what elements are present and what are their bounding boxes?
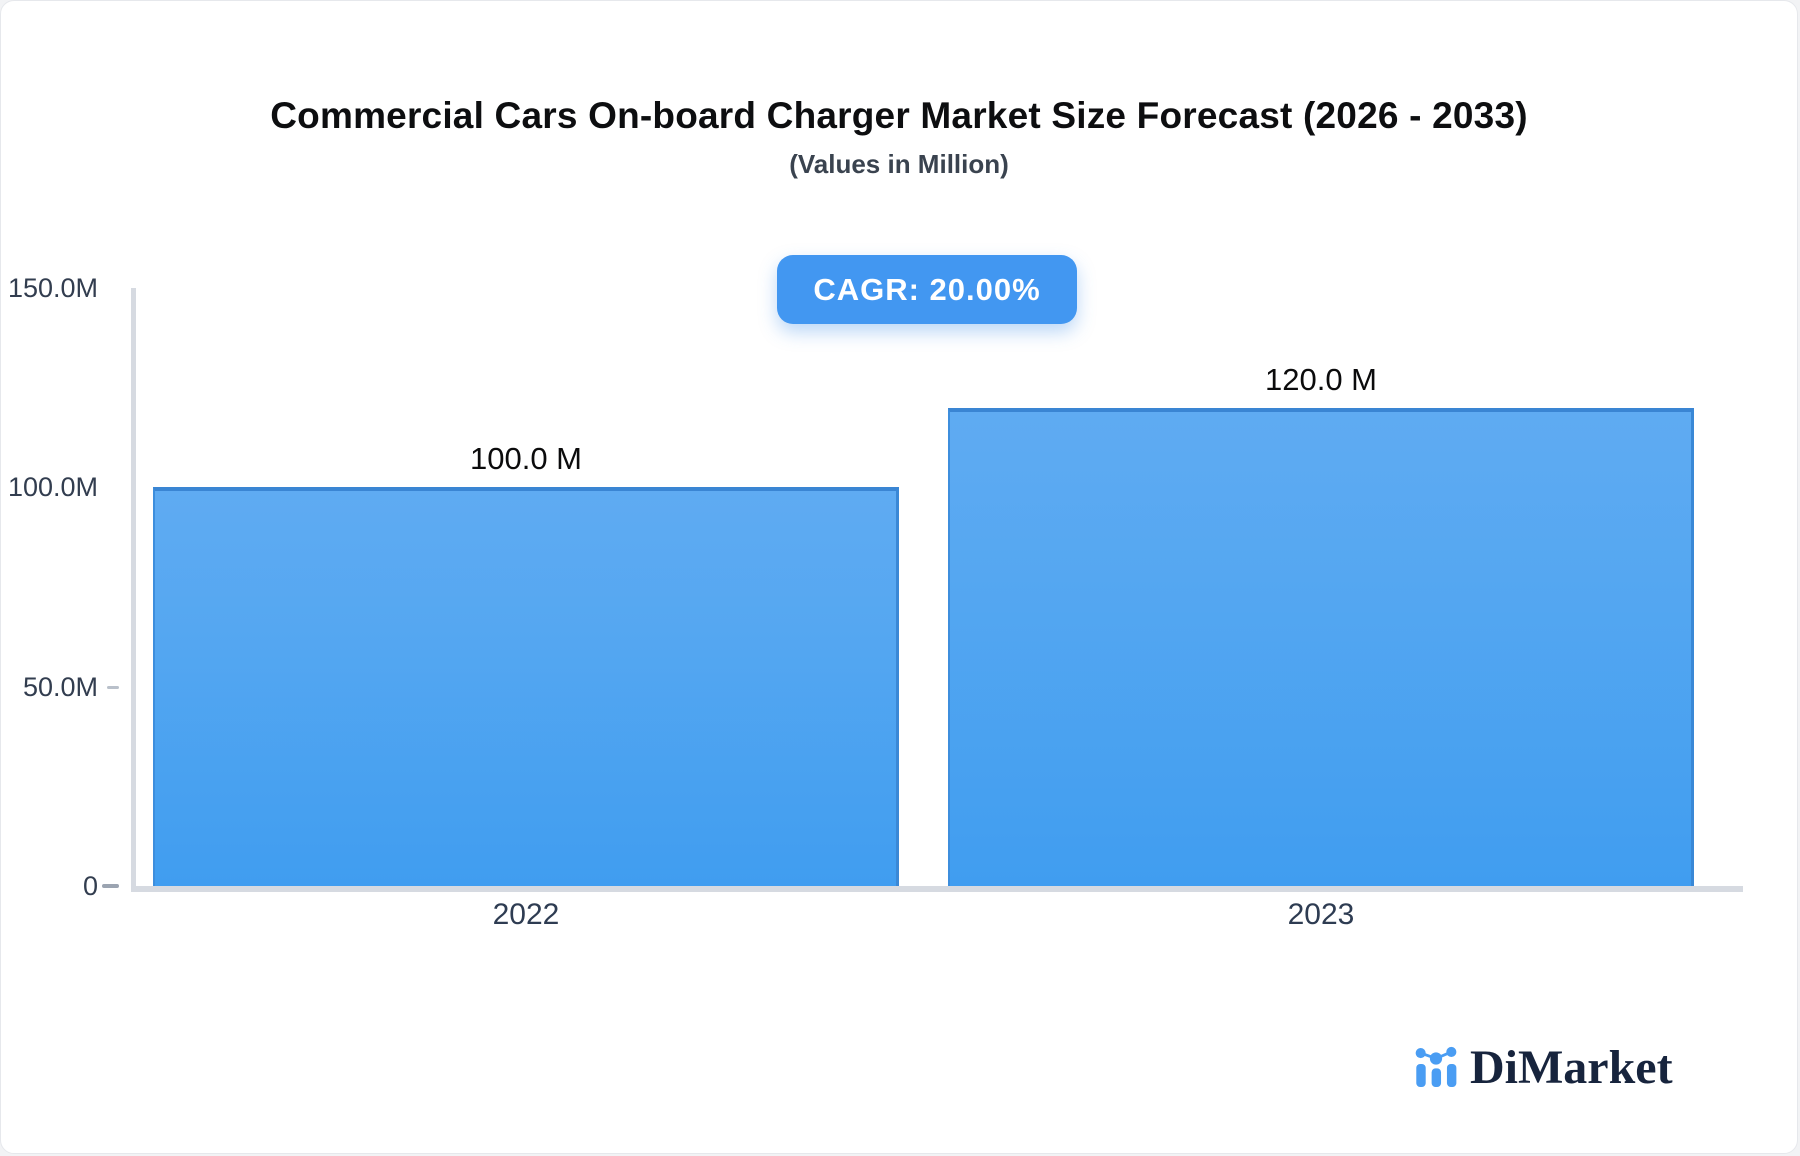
y-axis-line [131,288,136,886]
chart-subtitle: (Values in Million) [789,149,1009,179]
bar-value-label: 120.0 M [1264,361,1377,397]
y-axis-label: 150.0M [7,273,98,303]
bar-2022[interactable] [153,487,899,886]
bar-value-label: 100.0 M [469,441,582,477]
cagr-badge-label: CAGR: 20.00% [813,271,1041,307]
x-axis-line [131,886,1743,892]
cagr-badge: CAGR: 20.00% [777,255,1077,324]
x-axis-label: 2023 [1287,898,1355,931]
y-axis-tick [102,884,119,888]
y-axis-tick [107,685,119,689]
bar-line-chart-icon [1415,1041,1457,1092]
brand-logo: DiMarket [1415,1041,1673,1092]
bar-2023[interactable] [948,407,1694,886]
brand-logo-text: DiMarket [1470,1041,1673,1094]
chart-title: Commercial Cars On-board Charger Market … [270,95,1528,136]
y-axis-label: 50.0M [22,671,98,702]
y-axis-label: 0 [82,871,98,901]
x-axis-label: 2022 [492,898,560,931]
y-axis-label: 100.0M [7,472,98,503]
